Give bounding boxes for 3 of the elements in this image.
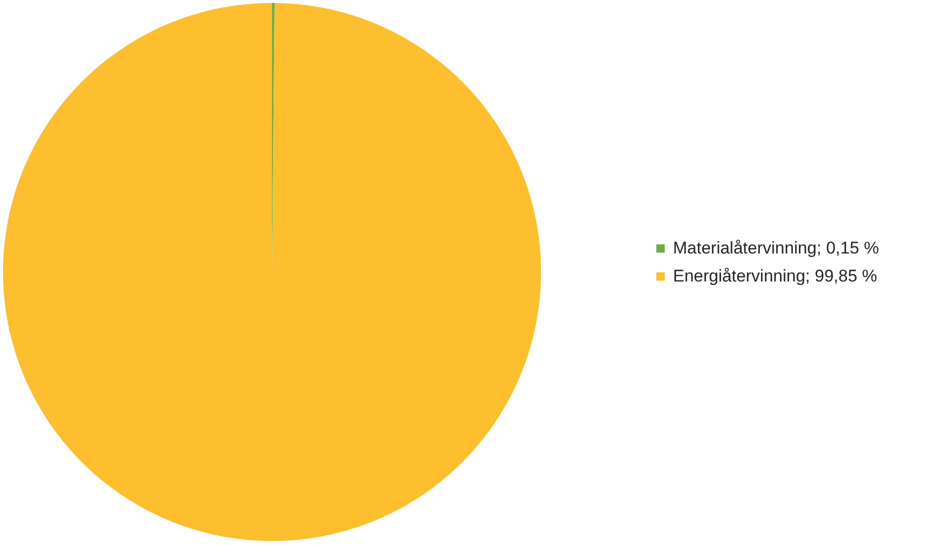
legend-label: Energiåtervinning; 99,85 % — [673, 266, 878, 286]
pie-slice — [3, 3, 541, 541]
legend-label: Materialåtervinning; 0,15 % — [673, 238, 880, 258]
